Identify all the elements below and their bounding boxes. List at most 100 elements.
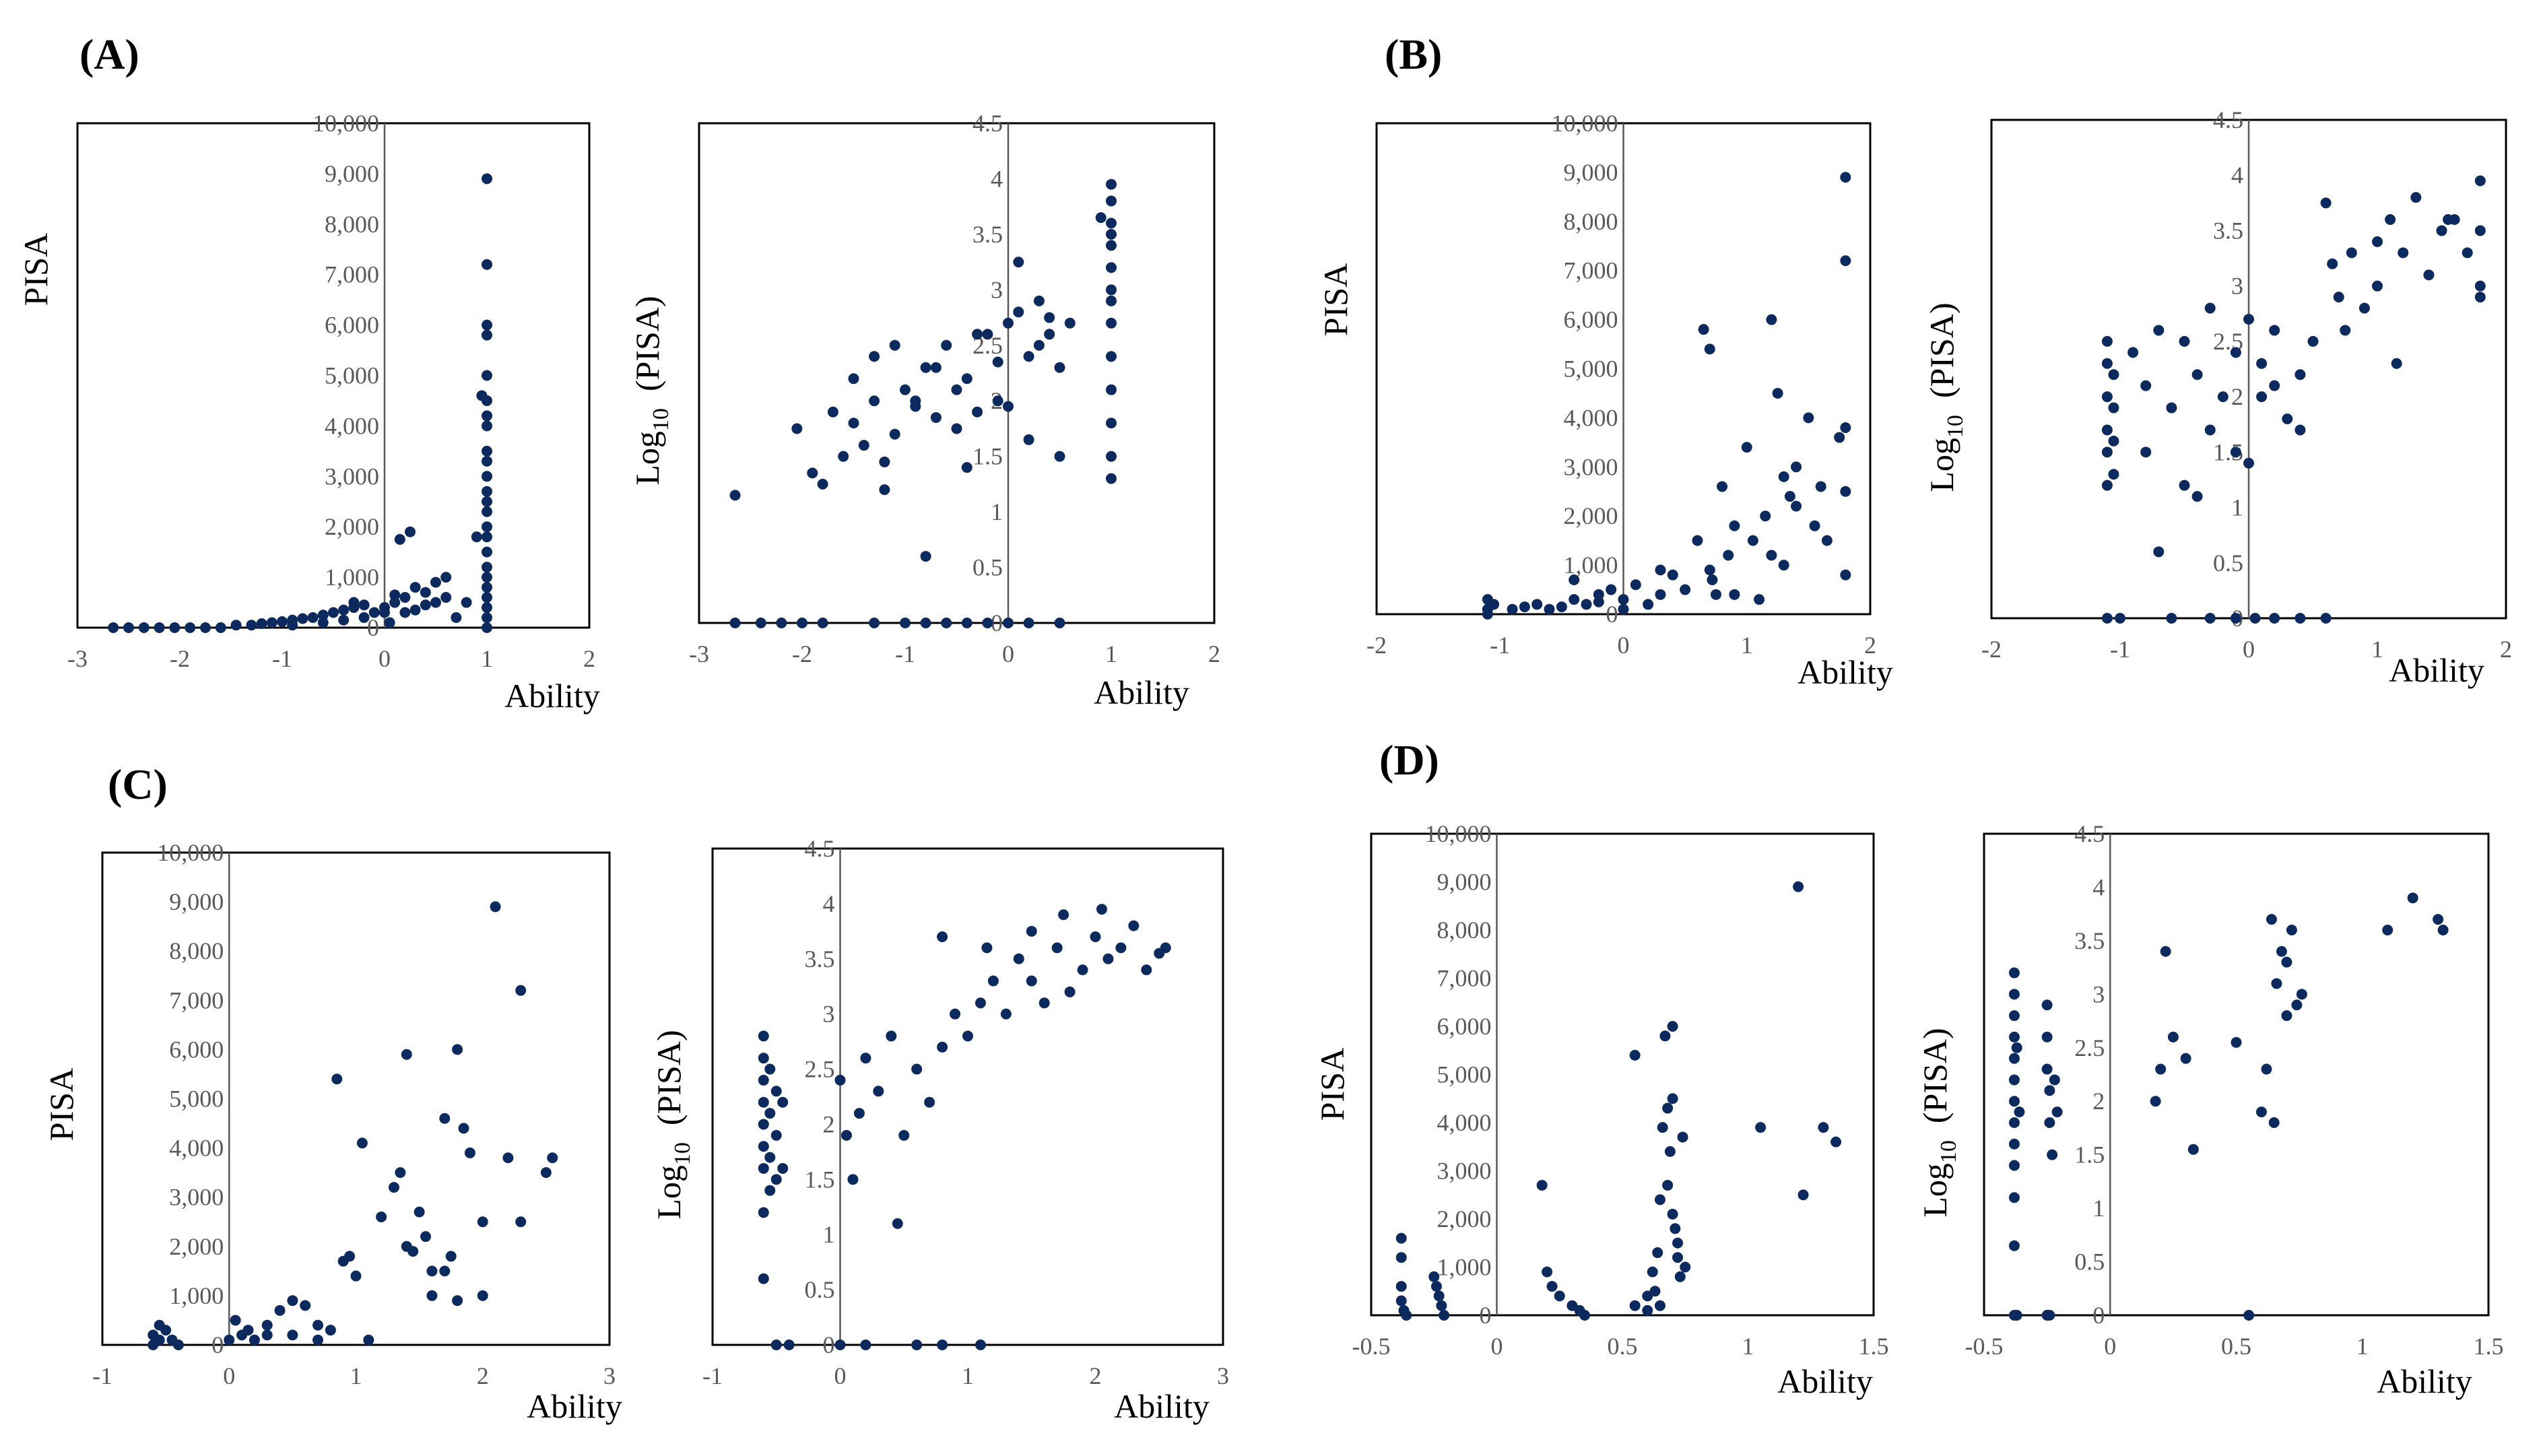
data-point <box>363 1334 374 1346</box>
data-point <box>482 496 492 507</box>
x-tick-label: -2 <box>1366 632 1387 659</box>
x-tick-label: -3 <box>689 640 709 667</box>
data-point <box>439 1113 451 1124</box>
x-axis-title: Ability <box>1114 1387 1210 1425</box>
y-tick-label: 3.5 <box>2213 217 2243 244</box>
y-tick-label: 4.5 <box>805 835 835 862</box>
data-point <box>2398 247 2409 259</box>
y-tick-label: 0 <box>367 614 379 641</box>
data-point <box>169 622 180 633</box>
data-point <box>1054 362 1065 373</box>
data-point <box>1013 953 1024 964</box>
data-point <box>1436 1300 1447 1311</box>
x-tick-label: -1 <box>895 640 915 667</box>
data-point <box>2108 469 2119 480</box>
data-point <box>2044 1085 2055 1096</box>
data-point <box>2333 292 2344 303</box>
data-point <box>1680 584 1691 595</box>
data-point <box>972 329 983 340</box>
x-tick-label: 2 <box>1090 1362 1102 1389</box>
data-point <box>848 373 859 385</box>
data-point <box>2295 424 2306 436</box>
data-point <box>108 622 119 633</box>
data-point <box>758 1207 769 1218</box>
data-point <box>1077 964 1088 976</box>
data-point <box>1115 942 1127 954</box>
data-point <box>1593 589 1604 600</box>
data-point <box>274 1304 286 1316</box>
data-point <box>2179 479 2190 491</box>
data-point <box>344 1251 356 1262</box>
data-point <box>920 618 931 628</box>
data-point <box>1044 329 1055 340</box>
data-point <box>358 599 370 611</box>
data-point <box>920 362 931 373</box>
data-point <box>1102 953 1114 964</box>
data-point <box>2155 1063 2167 1075</box>
data-point <box>777 1096 789 1108</box>
data-point <box>729 490 741 501</box>
data-point <box>261 1319 273 1331</box>
data-point <box>439 1265 451 1277</box>
y-tick-label: 1.5 <box>972 443 1003 470</box>
data-point <box>961 618 972 628</box>
data-point <box>1542 1266 1553 1278</box>
data-point <box>930 411 942 423</box>
data-point <box>452 1044 463 1055</box>
data-point <box>858 440 869 451</box>
data-point <box>2295 369 2306 380</box>
data-point <box>477 1290 488 1301</box>
data-point <box>764 1185 776 1196</box>
y-tick-label: 2.5 <box>2074 1034 2105 1061</box>
data-point <box>2443 214 2454 225</box>
data-point <box>2230 347 2241 358</box>
data-point <box>394 533 405 545</box>
data-point <box>975 1339 986 1350</box>
data-point <box>1747 535 1758 546</box>
data-point <box>2436 225 2447 236</box>
data-point <box>2346 247 2357 259</box>
data-point <box>482 370 492 381</box>
data-point <box>1840 255 1851 267</box>
data-point <box>889 339 900 351</box>
data-point <box>1106 473 1117 484</box>
data-point <box>2269 325 2280 336</box>
data-point <box>482 531 492 543</box>
data-point <box>338 604 350 616</box>
data-point <box>1531 599 1543 610</box>
x-axis-title: Ability <box>1777 1362 1873 1400</box>
data-point <box>2127 347 2139 358</box>
data-point <box>1428 1271 1440 1282</box>
data-point <box>2474 225 2486 236</box>
data-point <box>853 1108 865 1119</box>
y-tick-label: 10,000 <box>1425 820 1492 847</box>
x-tick-label: 0 <box>834 1362 847 1389</box>
data-point <box>2014 1106 2025 1118</box>
data-point <box>172 1339 184 1350</box>
data-point <box>840 1129 852 1141</box>
y-tick-label: 4.5 <box>2074 820 2105 847</box>
x-tick-label: 1.5 <box>2474 1333 2504 1360</box>
data-point <box>1433 1290 1445 1302</box>
data-point <box>770 1174 782 1185</box>
data-point <box>300 1300 311 1311</box>
data-point <box>348 597 360 608</box>
data-point <box>2008 1240 2020 1251</box>
data-point <box>1834 432 1845 443</box>
x-tick-label: 0 <box>2243 636 2255 663</box>
panel-label-d: (D) <box>1379 736 1439 784</box>
data-point <box>879 484 890 496</box>
data-point <box>2281 956 2292 968</box>
x-tick-label: -1 <box>92 1362 112 1389</box>
data-point <box>2051 1106 2063 1118</box>
data-point <box>2008 1031 2020 1043</box>
data-point <box>440 592 452 603</box>
x-tick-label: 1 <box>1742 1333 1754 1360</box>
data-point <box>490 901 501 913</box>
data-point <box>860 1053 871 1064</box>
data-point <box>2269 613 2280 624</box>
chart-c-pisa: 0 1,000 2,000 3,000 4,000 5,000 6,000 7,000 8,00… <box>42 839 622 1425</box>
data-point <box>2230 446 2241 458</box>
x-tick-label: 0 <box>223 1362 235 1389</box>
data-point <box>1755 1122 1767 1133</box>
